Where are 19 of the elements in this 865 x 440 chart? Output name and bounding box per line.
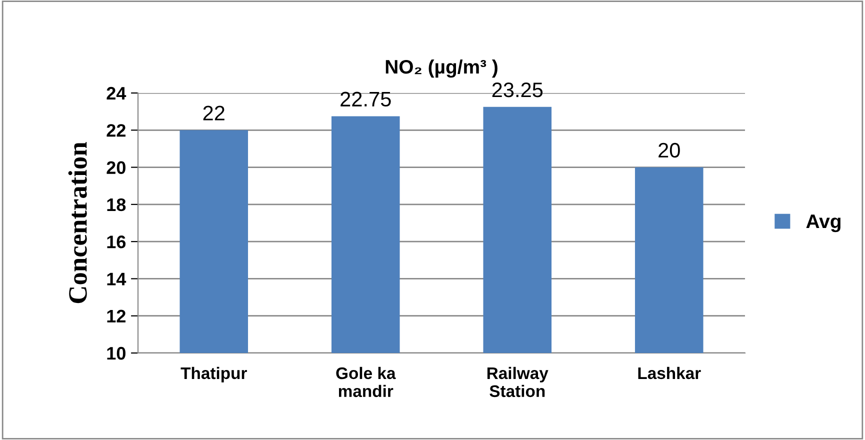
x-tick-label: Gole ka mandir (336, 366, 396, 398)
x-tick-label: Lashkar (638, 366, 701, 380)
y-tick-label: 12 (107, 310, 126, 322)
y-tick-label: 16 (107, 236, 126, 248)
y-tick-label: 18 (107, 198, 126, 212)
y-tick-label: 24 (106, 86, 126, 100)
x-tick-label: Thatipur (180, 366, 247, 382)
data-label: 20 (658, 142, 680, 158)
y-tick-label: 20 (106, 161, 126, 174)
y-tick-label: 10 (107, 346, 126, 360)
data-label: 23.25 (492, 82, 543, 98)
data-label: 22 (203, 106, 224, 120)
chart-title: NO₂ (µg/m³ ) (386, 59, 498, 78)
y-axis-title: Concentration (68, 142, 87, 304)
y-tick-label: 22 (106, 124, 126, 137)
legend-label: Avg (806, 214, 840, 232)
x-tick-label: Railway Station (487, 366, 548, 398)
y-tick-label: 14 (107, 272, 126, 286)
data-label: 22.75 (340, 92, 391, 107)
